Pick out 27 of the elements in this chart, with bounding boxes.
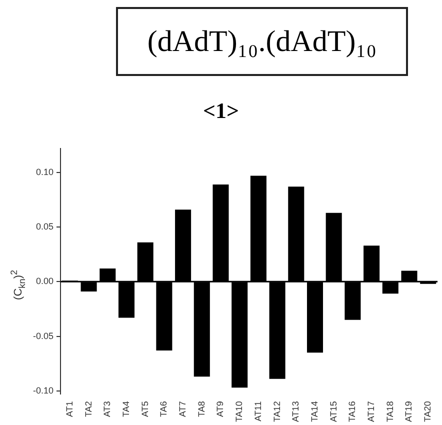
x-tick-label: AT15 bbox=[328, 401, 338, 422]
x-tick-label: TA6 bbox=[158, 401, 169, 417]
chart-subtitle: <1> bbox=[202, 98, 240, 124]
y-tick-label: 0.05 bbox=[36, 222, 54, 232]
x-tick-label: AT17 bbox=[366, 401, 376, 422]
x-tick-label: TA16 bbox=[347, 401, 358, 422]
x-tick-label: TA10 bbox=[234, 401, 244, 422]
x-tick-label: AT11 bbox=[252, 401, 263, 422]
x-tick-label: AT9 bbox=[215, 401, 226, 417]
x-tick-label: TA18 bbox=[384, 401, 395, 422]
x-tick-label: TA2 bbox=[83, 401, 94, 417]
x-tick-label: AT7 bbox=[178, 401, 188, 417]
y-tick-label: -0.05 bbox=[33, 330, 54, 341]
x-tick-label: AT3 bbox=[102, 401, 112, 417]
x-tick-label: TA8 bbox=[196, 401, 206, 417]
chart-title: (dAdT)₁₀.(dAdT)₁₀ bbox=[116, 7, 408, 76]
x-tick-label: AT1 bbox=[64, 401, 74, 417]
y-tick-label: 0.00 bbox=[36, 276, 54, 286]
x-tick-label: TA14 bbox=[309, 401, 320, 422]
x-tick-label: TA20 bbox=[422, 401, 433, 422]
y-tick-label: -0.10 bbox=[33, 385, 54, 396]
x-tick-label: TA4 bbox=[120, 401, 131, 417]
x-tick-label: AT13 bbox=[290, 401, 301, 422]
x-tick-label: TA12 bbox=[272, 401, 282, 422]
y-tick-label: 0.10 bbox=[36, 166, 54, 177]
x-tick-label: AT5 bbox=[140, 401, 150, 417]
x-tick-label: AT19 bbox=[404, 401, 414, 422]
